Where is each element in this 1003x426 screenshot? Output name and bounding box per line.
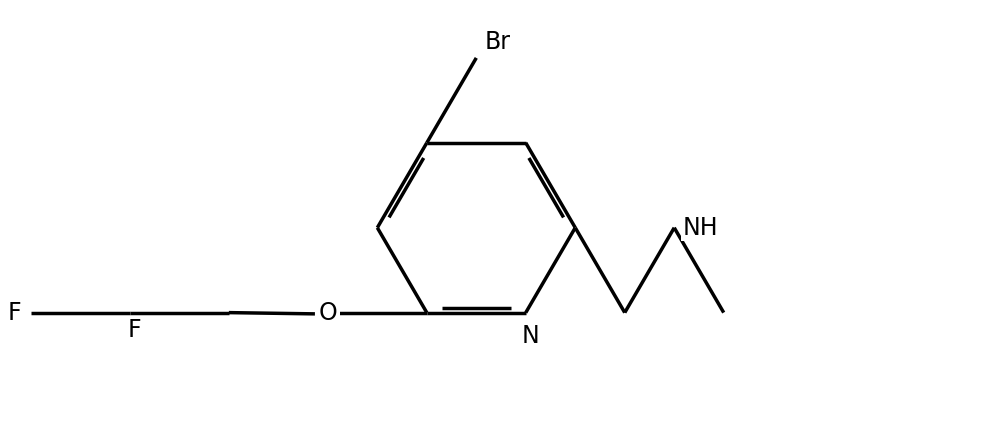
Text: NH: NH (681, 216, 717, 240)
Text: Br: Br (483, 30, 510, 54)
Text: N: N (522, 324, 539, 348)
Text: F: F (7, 301, 21, 325)
Text: F: F (128, 318, 141, 342)
Text: O: O (318, 301, 337, 325)
